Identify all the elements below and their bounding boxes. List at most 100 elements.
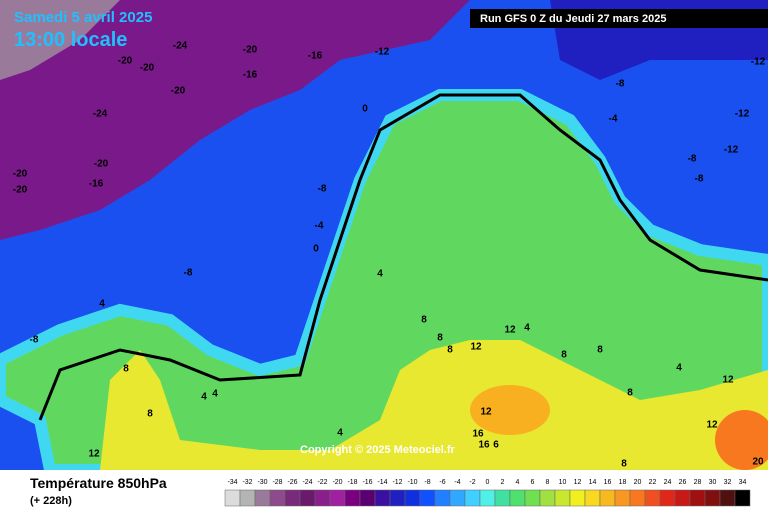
colorbar-label: 12 (574, 479, 582, 486)
contour-label: 12 (706, 420, 718, 431)
color-swatch (674, 489, 691, 507)
contour-label: 8 (447, 345, 453, 356)
color-swatch (449, 489, 466, 507)
contour-label: 4 (99, 299, 105, 310)
colorbar-label: 18 (619, 479, 627, 486)
color-swatch (629, 489, 646, 507)
colorbar-label: -16 (362, 479, 372, 486)
colorbar-label: 32 (724, 479, 732, 486)
contour-label: 12 (470, 342, 482, 353)
contour-label: 12 (722, 375, 734, 386)
run-box (470, 9, 768, 28)
color-swatch (704, 489, 721, 507)
contour-label: 8 (597, 345, 603, 356)
colorbar-label: -4 (454, 479, 460, 486)
color-swatch (584, 489, 601, 507)
color-swatch (659, 489, 676, 507)
contour-label: -8 (616, 79, 625, 90)
contour-label: -20 (171, 86, 186, 97)
colorbar-label: -8 (424, 479, 430, 486)
contour-label: -24 (173, 41, 188, 52)
contour-label: -24 (93, 109, 108, 120)
contour-label: -16 (243, 70, 258, 81)
color-swatch (734, 489, 751, 507)
color-swatch (284, 489, 301, 507)
contour-label: -8 (30, 335, 39, 346)
color-swatch (494, 489, 511, 507)
contour-label: -20 (94, 159, 109, 170)
colorbar-label: 14 (589, 479, 597, 486)
colorbar-label: -18 (347, 479, 357, 486)
color-swatch (389, 489, 406, 507)
color-swatch (434, 489, 451, 507)
contour-label: 8 (561, 350, 567, 361)
warm-region (100, 340, 768, 470)
color-swatch (524, 489, 541, 507)
contour-label: 8 (147, 409, 153, 420)
contour-label: 0 (362, 104, 368, 115)
contour-label: -16 (89, 179, 104, 190)
color-swatch (374, 489, 391, 507)
colorbar-label: -32 (242, 479, 252, 486)
contour-label: 12 (88, 449, 100, 460)
colorbar-label: 10 (559, 479, 567, 486)
color-swatch (689, 489, 706, 507)
color-swatch (464, 489, 481, 507)
time: 13:00 locale (14, 29, 127, 51)
colorbar-label: 24 (664, 479, 672, 486)
contour-label: -8 (318, 184, 327, 195)
contour-label: 4 (337, 428, 343, 439)
color-swatch (329, 489, 346, 507)
contour-label: 8 (621, 459, 627, 470)
footer-title: Température 850hPa (30, 475, 167, 491)
colorbar-label: 2 (501, 479, 505, 486)
contour-label: -4 (315, 221, 324, 232)
color-swatch (539, 489, 556, 507)
run-info: Run GFS 0 Z du Jeudi 27 mars 2025 (480, 13, 666, 25)
colorbar-label: -14 (377, 479, 387, 486)
color-swatch (344, 489, 361, 507)
contour-label: -8 (695, 174, 704, 185)
contour-label: 8 (437, 333, 443, 344)
contour-label: 0 (313, 244, 319, 255)
contour-label: 8 (123, 364, 129, 375)
cold-region (0, 0, 470, 240)
colorbar-label: -24 (302, 479, 312, 486)
contour-label: 16 (472, 429, 484, 440)
contour-label: -20 (13, 185, 28, 196)
date: Samedi 5 avril 2025 (14, 9, 152, 26)
color-swatch (509, 489, 526, 507)
zero-isotherm (38, 93, 768, 421)
contour-label: 4 (212, 389, 218, 400)
colorbar-label: -20 (332, 479, 342, 486)
contour-label: -12 (375, 47, 390, 58)
footer-subtitle: (+ 228h) (30, 495, 72, 507)
color-swatch (254, 489, 271, 507)
very-cold-region (0, 0, 120, 80)
contour-label: 4 (377, 269, 383, 280)
color-swatch (224, 489, 241, 507)
colorbar-label: -12 (392, 479, 402, 486)
contour-label: -12 (724, 145, 739, 156)
colorbar-label: 0 (486, 479, 490, 486)
contour-label: 12 (480, 407, 492, 418)
colorbar-label: 22 (649, 479, 657, 486)
color-swatch (479, 489, 496, 507)
contour-label: 8 (421, 315, 427, 326)
contour-label: 4 (524, 323, 530, 334)
color-swatch (419, 489, 436, 507)
contour-label: -16 (308, 51, 323, 62)
contour-label: -8 (688, 154, 697, 165)
contour-label: -20 (118, 56, 133, 67)
color-swatch (599, 489, 616, 507)
copyright: Copyright © 2025 Meteociel.fr (300, 444, 456, 456)
colorbar-label: 16 (604, 479, 612, 486)
colorbar-label: -26 (287, 479, 297, 486)
contour-label: -20 (243, 45, 258, 56)
contour-label: 6 (493, 440, 499, 451)
color-swatch (404, 489, 421, 507)
colorbar-label: -6 (439, 479, 445, 486)
color-swatch (359, 489, 376, 507)
colorbar-label: 30 (709, 479, 717, 486)
